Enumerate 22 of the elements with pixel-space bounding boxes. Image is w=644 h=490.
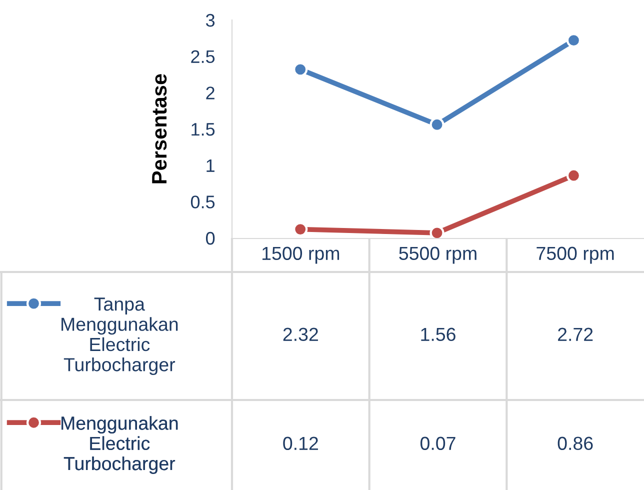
y-tick-label: 2.5 <box>191 50 215 64</box>
point <box>430 226 444 238</box>
x-tick-label: 5500 rpm <box>399 246 476 264</box>
data-label: 0.86 <box>558 436 593 450</box>
x-tick-label: 7500 rpm <box>536 246 614 264</box>
data-label: 2.72 <box>558 328 593 341</box>
y-tick-label: 0.5 <box>190 196 215 208</box>
y-tick-label: 1 <box>206 159 214 172</box>
y-tick-label: 2 <box>206 86 214 100</box>
y-tick-label: 0 <box>206 232 215 245</box>
point <box>430 117 444 132</box>
y-tick-label: 3 <box>206 14 215 27</box>
y-axis-title: Persentase <box>152 74 167 184</box>
data-label: 1.56 <box>421 328 456 342</box>
legend-label: Tanpa Menggunakan Electric Turbocharger <box>62 298 178 376</box>
x-tick-label: 1500 rpm <box>262 246 340 264</box>
y-tick-label: 1.5 <box>192 123 215 136</box>
data-label: 2.32 <box>283 328 318 342</box>
data-label: 0.07 <box>420 436 456 450</box>
point <box>293 62 308 77</box>
legend-label: Menggunakan Electric Turbocharger <box>62 416 178 474</box>
data-label: 0.12 <box>283 436 318 450</box>
